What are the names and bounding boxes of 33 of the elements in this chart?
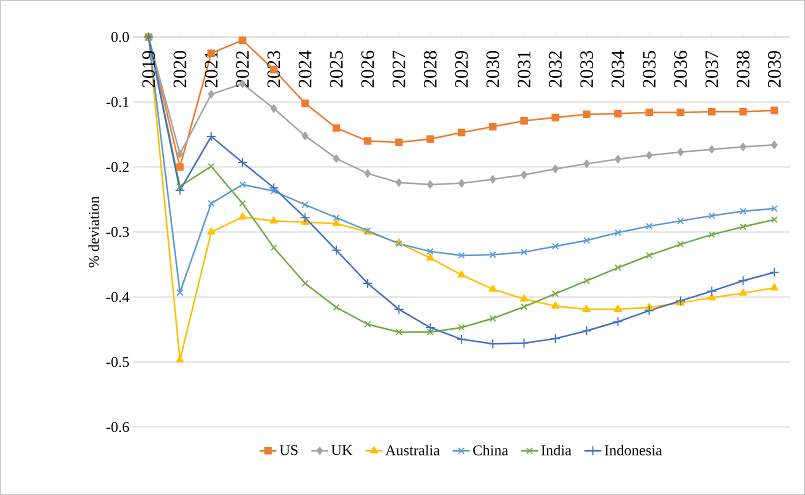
y-tick-label: 0.0	[111, 32, 129, 42]
y-tick-label: -0.5	[106, 356, 129, 368]
x-tick-label: 2033	[580, 50, 594, 88]
legend-label: Indonesia	[604, 444, 662, 456]
legend-label: China	[473, 444, 508, 456]
y-tick-label: -0.1	[106, 96, 129, 108]
legend-label: US	[280, 445, 298, 456]
x-tick-label: 2024	[298, 50, 312, 88]
legend-label: UK	[331, 445, 352, 456]
x-tick-label: 2032	[548, 51, 562, 88]
x-tick-label: 2027	[392, 50, 406, 88]
y-axis-title: % deviation	[88, 196, 99, 268]
x-tick-label: 2038	[736, 50, 750, 88]
x-tick-label: 2037	[705, 50, 718, 88]
x-tick-label: 2026	[361, 50, 374, 88]
y-tick-label: -0.4	[106, 292, 130, 302]
y-tick-label: -0.6	[106, 422, 130, 432]
x-tick-label: 2019	[142, 50, 156, 88]
x-tick-label: 2035	[642, 50, 656, 88]
y-tick-label: -0.3	[106, 226, 129, 238]
x-tick-label: 2020	[174, 50, 186, 88]
x-tick-label: 2025	[330, 50, 343, 88]
y-tick-label: -0.2	[106, 162, 129, 172]
x-tick-label: 2039	[768, 50, 781, 88]
legend-label: India	[541, 444, 572, 456]
x-tick-label: 2036	[674, 50, 687, 88]
x-tick-label: 2030	[486, 50, 500, 88]
x-tick-label: 2029	[455, 50, 468, 88]
x-tick-label: 2031	[518, 51, 530, 88]
x-tick-label: 2034	[612, 50, 624, 88]
legend-label: Australia	[385, 444, 440, 456]
x-tick-label: 2022	[236, 51, 249, 88]
x-tick-label: 2028	[424, 50, 437, 88]
